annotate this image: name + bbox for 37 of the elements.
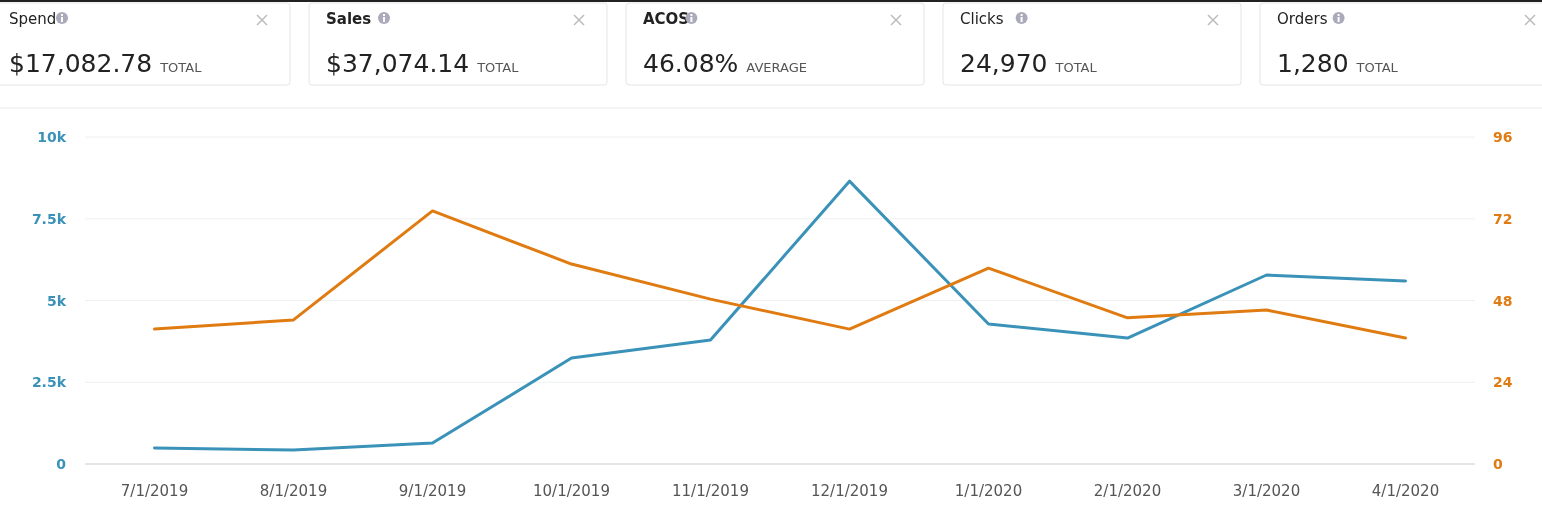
x-tick-label: 2/1/2020	[1093, 482, 1162, 500]
x-tick-label: 12/1/2019	[811, 482, 888, 500]
text: Spend	[9, 10, 57, 28]
x-tick-label: 11/1/2019	[672, 482, 749, 500]
text: $17,082.78	[9, 49, 153, 78]
y-tick-label: 5k	[46, 292, 67, 309]
text: TOTAL	[159, 60, 203, 75]
text: TOTAL	[1355, 60, 1399, 75]
x-tick-label: 9/1/2019	[398, 482, 467, 500]
y2-tick-label: 0	[1493, 456, 1503, 472]
text: ACOS	[643, 10, 690, 28]
y-tick-label: 0	[56, 456, 67, 472]
y2-tick-label: 96	[1493, 129, 1513, 145]
line-series	[153, 209, 1407, 340]
text: 1,280	[1277, 49, 1349, 78]
text: TOTAL	[476, 60, 520, 75]
x-tick-label: 10/1/2019	[533, 482, 610, 500]
x-tick-label: 1/1/2020	[954, 482, 1023, 500]
y2-tick-label: 24	[1493, 374, 1513, 391]
text: $37,074.14	[326, 49, 470, 78]
x-tick-label: 8/1/2019	[259, 482, 328, 500]
text: Orders	[1277, 10, 1328, 28]
x-tick-label: 7/1/2019	[120, 482, 189, 500]
x-tick-label: 4/1/2020	[1371, 482, 1440, 500]
text: Sales	[326, 10, 372, 28]
text: TOTAL	[1054, 60, 1098, 75]
y-tick-label: 7.5k	[31, 210, 67, 227]
y-tick-label: 2.5k	[31, 374, 67, 391]
y2-tick-label: 48	[1493, 292, 1513, 309]
text: 46.08%	[643, 49, 739, 78]
text: 24,970	[960, 49, 1048, 78]
y-tick-label: 10k	[37, 129, 67, 145]
x-tick-label: 3/1/2020	[1232, 482, 1301, 500]
text: Clicks	[960, 10, 1004, 28]
text: AVERAGE	[746, 60, 807, 75]
y2-tick-label: 72	[1493, 210, 1513, 227]
line-series	[153, 179, 1407, 452]
